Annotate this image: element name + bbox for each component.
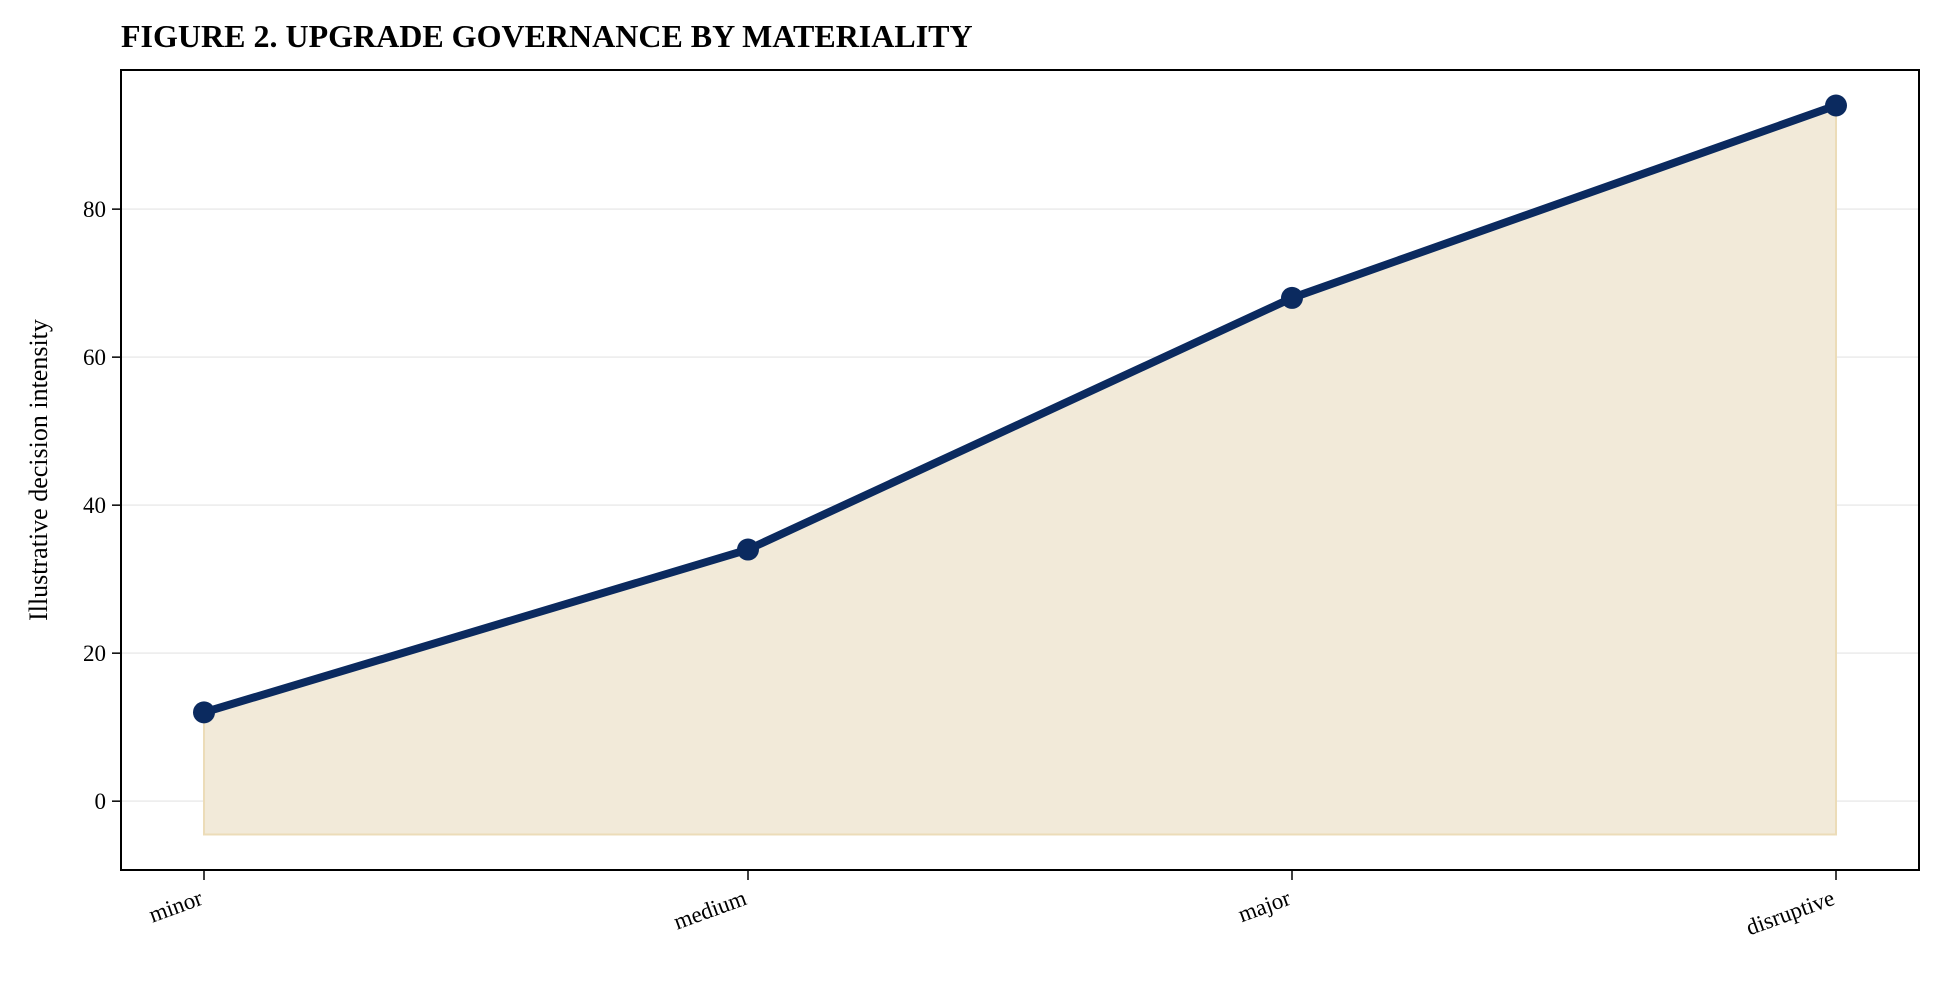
y-axis-label: Illustrative decision intensity (24, 319, 53, 621)
x-tick-label: disruptive (1743, 885, 1838, 940)
y-tick-label: 0 (95, 789, 107, 814)
x-tick-label: medium (670, 885, 749, 934)
data-point (737, 538, 759, 561)
y-tick-label: 20 (83, 641, 106, 666)
y-tick-label: 40 (83, 493, 106, 518)
data-point (193, 701, 215, 724)
y-tick-label: 80 (83, 197, 106, 222)
series-area (203, 104, 1837, 836)
series-line (202, 101, 1838, 717)
chart-title: FIGURE 2. UPGRADE GOVERNANCE BY MATERIAL… (121, 18, 973, 54)
y-axis-ticks: 0 20 40 60 80 (83, 197, 121, 814)
x-tick-label: minor (146, 885, 206, 927)
data-point (1281, 286, 1303, 309)
x-tick-label: major (1235, 885, 1294, 927)
y-tick-label: 60 (83, 345, 106, 370)
data-points (193, 94, 1847, 724)
x-axis-ticks: minor medium major disruptive (146, 870, 1838, 940)
plot-frame (120, 69, 1920, 871)
data-point (1825, 94, 1847, 117)
